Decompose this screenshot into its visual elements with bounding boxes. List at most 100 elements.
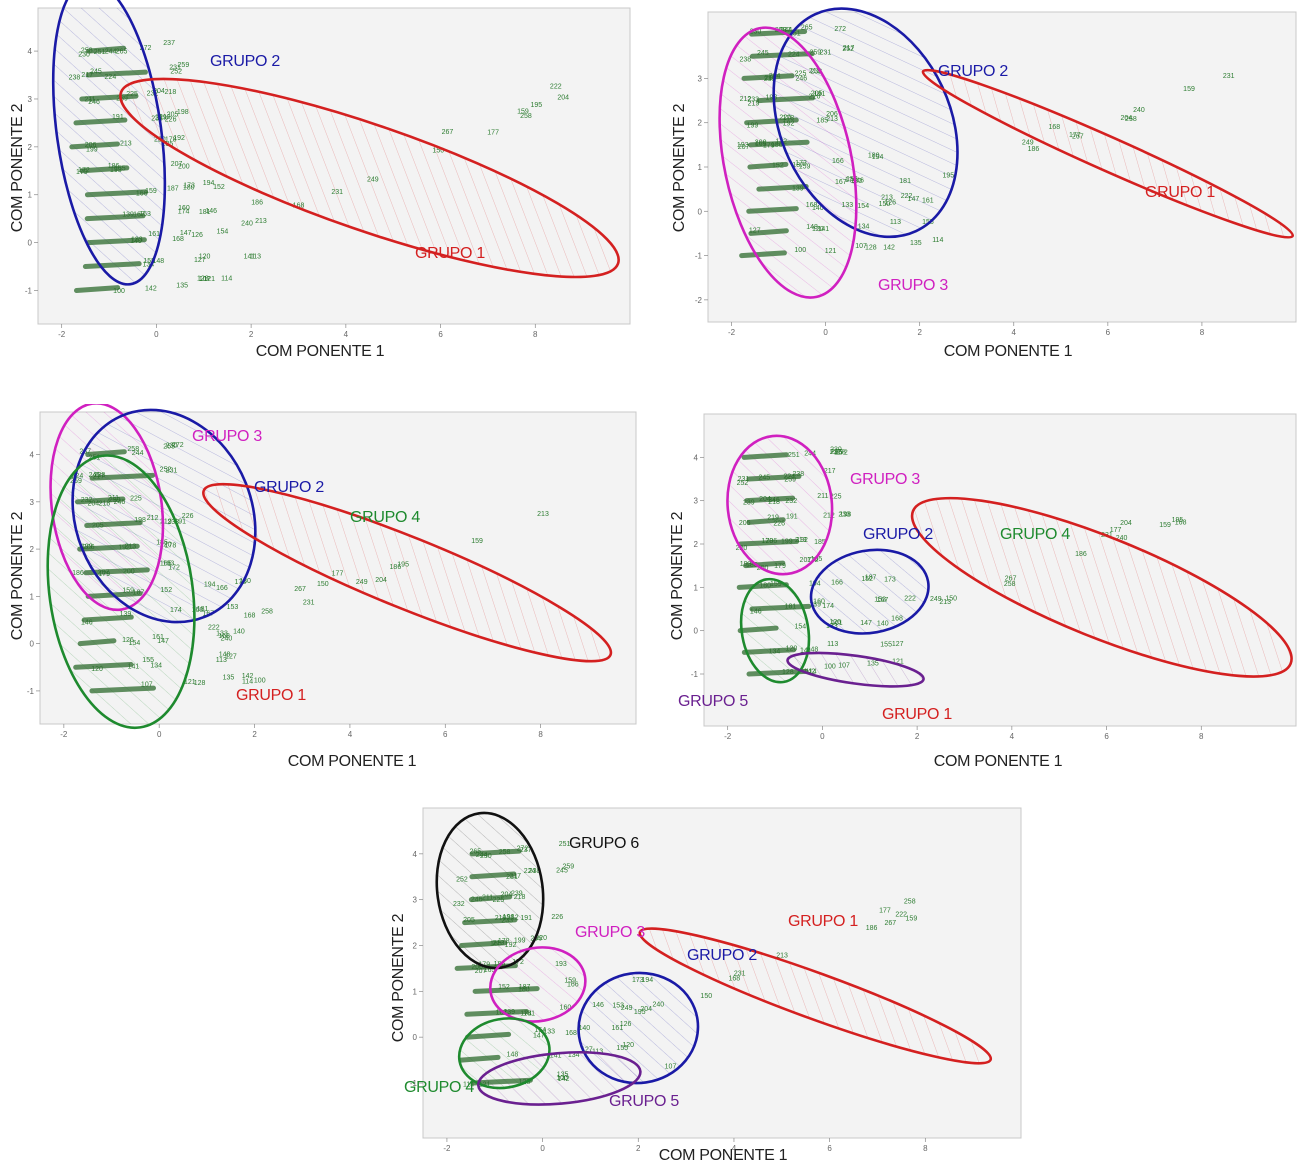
point-label: 205 [739,520,751,527]
point-label: 159 [799,164,811,171]
point-label: 194 [203,180,215,187]
point-label: 147 [180,230,192,237]
point-cluster [459,940,508,948]
point-label: 135 [910,240,922,247]
point-label: 204 [1121,115,1133,122]
point-label: 204 [153,88,165,95]
point-label: 240 [1133,107,1145,114]
point-label: 159 [906,915,918,922]
x-tick-label: -2 [728,328,736,337]
y-tick-label: -1 [695,252,703,261]
point-label: 193 [737,142,749,149]
y-tick-label: 3 [694,497,699,506]
point-label: 100 [254,678,266,685]
point-label: 226 [773,521,785,528]
x-tick-label: 8 [1200,328,1205,337]
group-label-1: GRUPO 2 [210,53,280,70]
point-label: 174 [178,209,190,216]
x-tick-label: 4 [1010,732,1015,741]
point-label: 212 [147,515,159,522]
point-label: 259 [563,863,575,870]
point-label: 126 [122,637,134,644]
point-cluster [468,894,513,903]
point-label: 258 [834,449,846,456]
chart-panel-2: 1001071141211281351421131201271341411481… [668,0,1300,370]
point-label: 181 [899,178,911,185]
group-label-6: GRUPO 1 [788,913,858,930]
point-cluster [84,189,149,198]
point-cluster [69,141,120,150]
point-cluster [469,871,517,880]
point-label: 114 [463,1082,474,1089]
point-cluster [747,161,789,170]
point-label: 252 [170,68,182,75]
point-label: 194 [641,977,653,984]
group-ellipse-3 [577,971,700,1085]
group-label-1: GRUPO 3 [850,471,920,488]
point-cluster [85,69,148,78]
group-ellipse-3 [46,454,196,730]
point-label: 165 [160,560,172,567]
group-ellipse-2 [119,77,620,279]
point-label: 141 [817,226,829,233]
point-label: 113 [250,254,261,261]
y-axis-title: COM PONENTE 2 [671,103,688,232]
point-label: 161 [152,634,164,641]
point-label: 127 [892,641,904,648]
point-cluster [746,206,799,214]
y-axis-title: COM PONENTE 2 [9,511,26,640]
point-label: 267 [442,129,454,136]
point-label: 187 [792,162,804,169]
point-label: 167 [877,597,889,604]
point-label: 159 [1159,522,1171,529]
group-ellipse-2 [71,408,257,624]
point-label: 252 [737,480,749,487]
point-label: 219 [748,100,760,107]
point-label: 121 [184,679,196,686]
point-cluster [741,647,797,655]
point-label: 204 [1120,520,1132,527]
point-label: 237 [163,40,175,47]
point-label: 258 [520,113,532,120]
point-label: 251 [559,841,571,848]
y-tick-label: 0 [28,239,33,248]
point-label: 150 [432,147,444,154]
point-cluster [81,614,134,623]
group-label-2: GRUPO 2 [863,526,933,543]
point-cluster [73,117,128,126]
point-label: 120 [199,254,211,261]
group-ellipse-5 [910,496,1293,678]
x-tick-label: 0 [820,732,825,741]
point-label: 140 [233,628,245,635]
point-cluster [79,93,139,102]
point-cluster [85,237,147,246]
point-label: 252 [160,466,172,473]
point-label: 225 [493,897,505,904]
group-label-3: GRUPO 1 [1145,184,1215,201]
point-label: 222 [208,624,220,631]
point-label: 258 [261,609,273,616]
point-label: 233 [151,115,163,122]
point-label: 265 [163,444,175,451]
point-label: 194 [872,154,884,161]
point-label: 232 [810,68,822,75]
point-label: 249 [930,596,942,603]
y-tick-label: -1 [691,670,699,679]
point-label: 240 [1116,535,1128,542]
group-label-5: GRUPO 5 [609,1093,679,1110]
x-tick-label: 8 [923,1144,928,1153]
point-label: 113 [890,219,901,226]
point-label: 134 [858,223,870,230]
point-label: 212 [823,512,835,519]
point-label: 172 [512,959,524,966]
point-label: 222 [904,596,916,603]
y-tick-label: 1 [694,583,699,592]
point-label: 179 [774,563,786,570]
point-label: 146 [592,1002,604,1009]
point-label: 258 [1125,116,1137,123]
point-label: 173 [632,977,644,984]
point-label: 200 [178,163,190,170]
point-label: 142 [804,668,816,675]
point-label: 204 [375,577,387,584]
point-label: 153 [874,597,886,604]
